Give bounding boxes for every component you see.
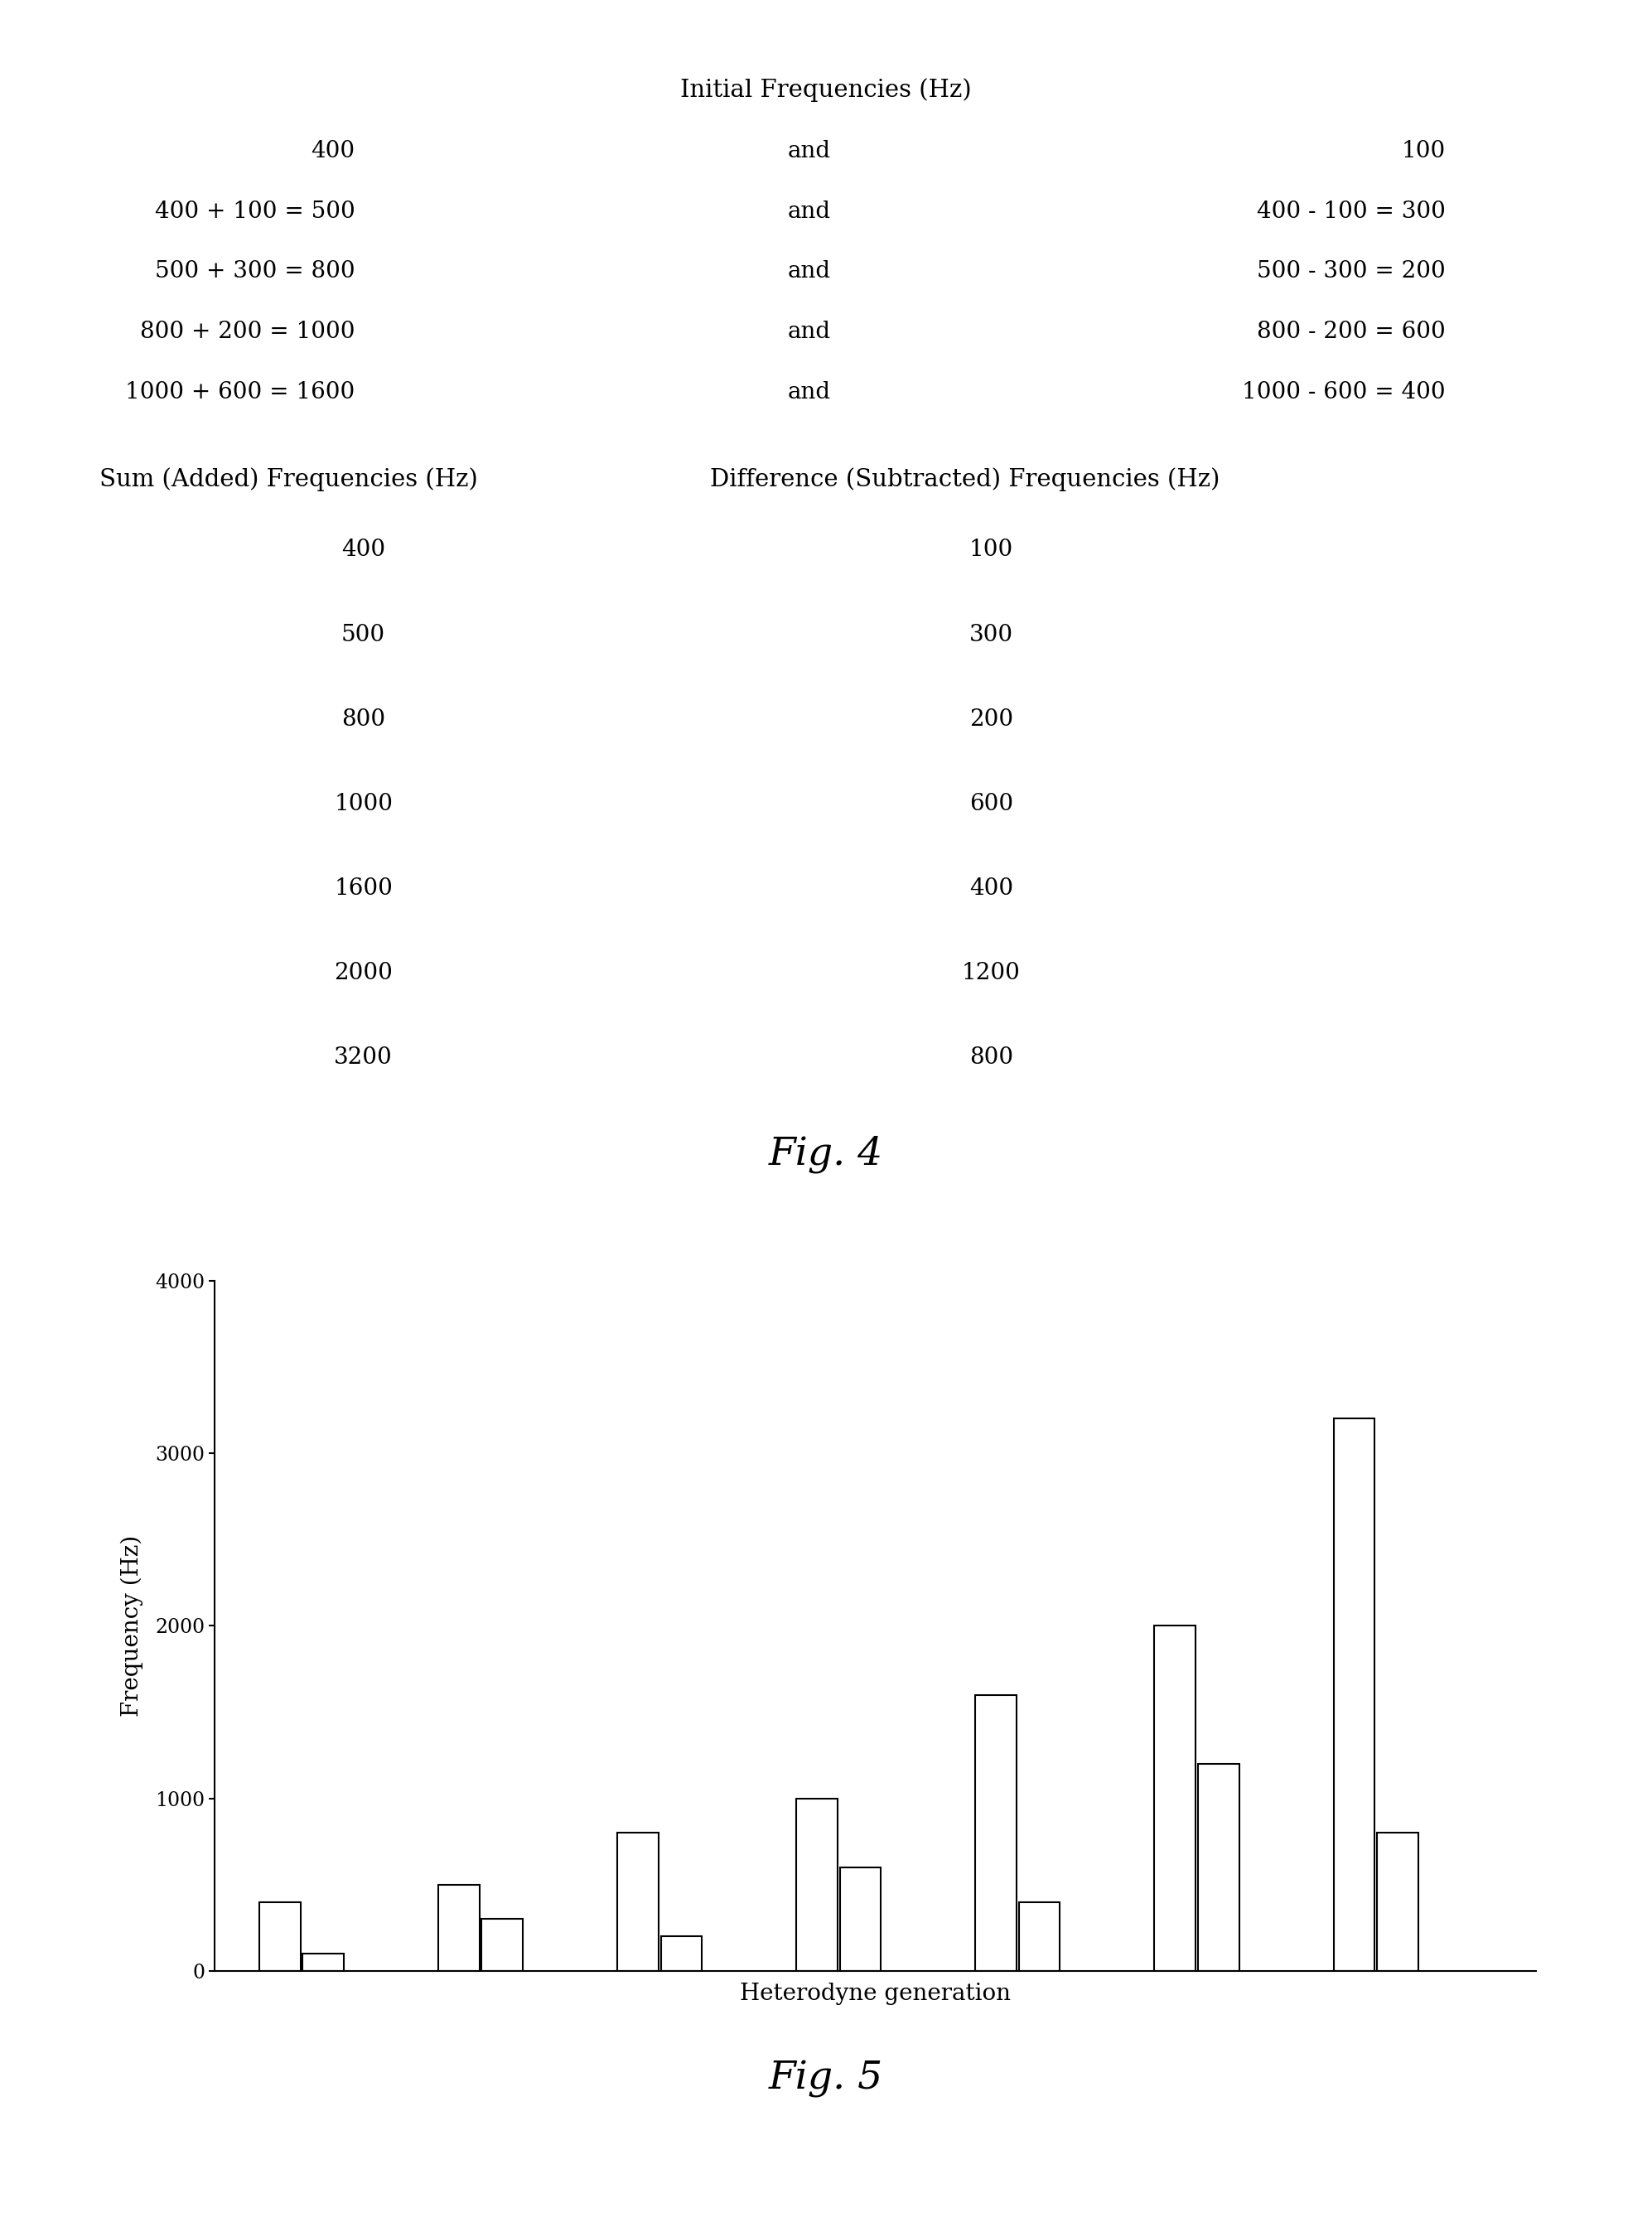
Bar — [661, 1937, 702, 1971]
Text: 400: 400 — [311, 140, 355, 163]
Text: 400 + 100 = 500: 400 + 100 = 500 — [155, 200, 355, 223]
Bar — [1333, 1419, 1374, 1971]
Bar — [1376, 1833, 1417, 1971]
Text: and: and — [788, 321, 831, 343]
Bar — [438, 1884, 479, 1971]
Text: 300: 300 — [970, 624, 1013, 646]
Bar — [1198, 1764, 1239, 1971]
Text: 800: 800 — [970, 1047, 1013, 1069]
Text: 400 - 100 = 300: 400 - 100 = 300 — [1257, 200, 1446, 223]
Text: 100: 100 — [970, 539, 1013, 561]
Bar — [618, 1833, 659, 1971]
Bar — [1019, 1902, 1061, 1971]
Text: and: and — [788, 381, 831, 403]
Bar — [482, 1920, 524, 1971]
Text: and: and — [788, 200, 831, 223]
Text: 400: 400 — [970, 877, 1013, 900]
Text: Fig. 5: Fig. 5 — [768, 2060, 884, 2098]
Text: 500 + 300 = 800: 500 + 300 = 800 — [155, 261, 355, 283]
X-axis label: Heterodyne generation: Heterodyne generation — [740, 1982, 1011, 2004]
Text: 800 + 200 = 1000: 800 + 200 = 1000 — [140, 321, 355, 343]
Text: 100: 100 — [1401, 140, 1446, 163]
Bar — [975, 1695, 1016, 1971]
Text: Difference (Subtracted) Frequencies (Hz): Difference (Subtracted) Frequencies (Hz) — [710, 468, 1221, 492]
Text: Fig. 4: Fig. 4 — [768, 1136, 884, 1174]
Bar — [796, 1799, 838, 1971]
Text: and: and — [788, 140, 831, 163]
Text: 3200: 3200 — [334, 1047, 393, 1069]
Text: 400: 400 — [342, 539, 385, 561]
Bar — [839, 1866, 881, 1971]
Text: 1000 + 600 = 1600: 1000 + 600 = 1600 — [126, 381, 355, 403]
Text: and: and — [788, 261, 831, 283]
Bar — [302, 1953, 344, 1971]
Bar — [1155, 1626, 1196, 1971]
Text: 600: 600 — [970, 793, 1013, 815]
Y-axis label: Frequency (Hz): Frequency (Hz) — [121, 1534, 144, 1717]
Text: 1000 - 600 = 400: 1000 - 600 = 400 — [1242, 381, 1446, 403]
Text: 1000: 1000 — [334, 793, 393, 815]
Bar — [259, 1902, 301, 1971]
Text: 800 - 200 = 600: 800 - 200 = 600 — [1257, 321, 1446, 343]
Text: 500: 500 — [342, 624, 385, 646]
Text: Initial Frequencies (Hz): Initial Frequencies (Hz) — [681, 78, 971, 102]
Text: Sum (Added) Frequencies (Hz): Sum (Added) Frequencies (Hz) — [99, 468, 477, 492]
Text: 2000: 2000 — [334, 962, 393, 984]
Text: 800: 800 — [342, 708, 385, 730]
Text: 500 - 300 = 200: 500 - 300 = 200 — [1257, 261, 1446, 283]
Text: 1600: 1600 — [334, 877, 393, 900]
Text: 200: 200 — [970, 708, 1013, 730]
Text: 1200: 1200 — [961, 962, 1021, 984]
